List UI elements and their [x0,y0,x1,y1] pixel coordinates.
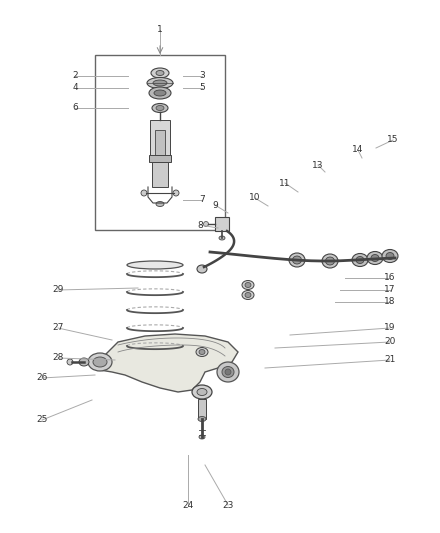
Ellipse shape [217,362,239,382]
Bar [215,217,229,231]
Text: 13: 13 [312,160,324,169]
Ellipse shape [127,351,183,359]
Text: 24: 24 [182,500,194,510]
Ellipse shape [352,254,368,266]
Ellipse shape [156,201,164,206]
Text: 10: 10 [249,193,261,203]
Text: 28: 28 [52,353,64,362]
Text: 11: 11 [279,179,291,188]
Ellipse shape [219,236,225,240]
Text: 8: 8 [197,221,203,230]
Ellipse shape [197,265,207,273]
Ellipse shape [371,254,379,262]
Bar [95,55,225,230]
Text: 23: 23 [222,500,234,510]
Ellipse shape [356,256,364,263]
Ellipse shape [156,70,164,76]
Text: 3: 3 [199,71,205,80]
Ellipse shape [225,369,231,375]
Text: 25: 25 [37,416,48,424]
Text: 21: 21 [384,356,396,365]
Ellipse shape [79,358,89,366]
Text: 20: 20 [384,337,396,346]
Ellipse shape [293,256,301,264]
Ellipse shape [289,253,305,267]
Ellipse shape [198,416,206,422]
Text: 4: 4 [72,84,78,93]
Ellipse shape [149,87,171,99]
Ellipse shape [245,282,251,287]
Text: 17: 17 [384,286,396,295]
Bar [198,399,206,419]
Ellipse shape [197,389,207,395]
Ellipse shape [242,290,254,300]
Text: 29: 29 [52,286,64,295]
Ellipse shape [326,257,334,265]
Ellipse shape [245,293,251,297]
Ellipse shape [222,367,234,377]
Ellipse shape [367,252,383,264]
Ellipse shape [196,348,208,357]
Ellipse shape [93,357,107,367]
Ellipse shape [127,261,183,269]
Ellipse shape [386,253,394,260]
Text: 15: 15 [387,135,399,144]
Ellipse shape [88,353,112,371]
Ellipse shape [67,359,73,365]
Text: 5: 5 [199,84,205,93]
Text: 9: 9 [212,200,218,209]
Text: 26: 26 [37,374,48,383]
Bar [149,155,171,162]
Ellipse shape [152,103,168,112]
Text: 1: 1 [157,26,163,35]
Bar [152,162,168,187]
Ellipse shape [192,385,212,399]
Ellipse shape [199,435,205,439]
Text: 18: 18 [384,297,396,306]
Ellipse shape [203,222,209,227]
Ellipse shape [199,350,205,354]
Bar [150,120,170,160]
Text: 19: 19 [384,324,396,333]
Ellipse shape [147,77,173,88]
Ellipse shape [151,68,169,78]
Polygon shape [100,334,238,392]
Ellipse shape [173,190,179,196]
Ellipse shape [382,249,398,262]
Bar [155,130,165,155]
Text: 6: 6 [72,103,78,112]
Text: 2: 2 [72,71,78,80]
Ellipse shape [242,280,254,289]
Ellipse shape [154,90,166,96]
Text: 14: 14 [352,146,364,155]
Text: 27: 27 [52,324,64,333]
Text: 7: 7 [199,196,205,205]
Ellipse shape [141,190,147,196]
Text: 16: 16 [384,273,396,282]
Ellipse shape [156,106,164,110]
Ellipse shape [153,80,167,86]
Ellipse shape [322,254,338,268]
